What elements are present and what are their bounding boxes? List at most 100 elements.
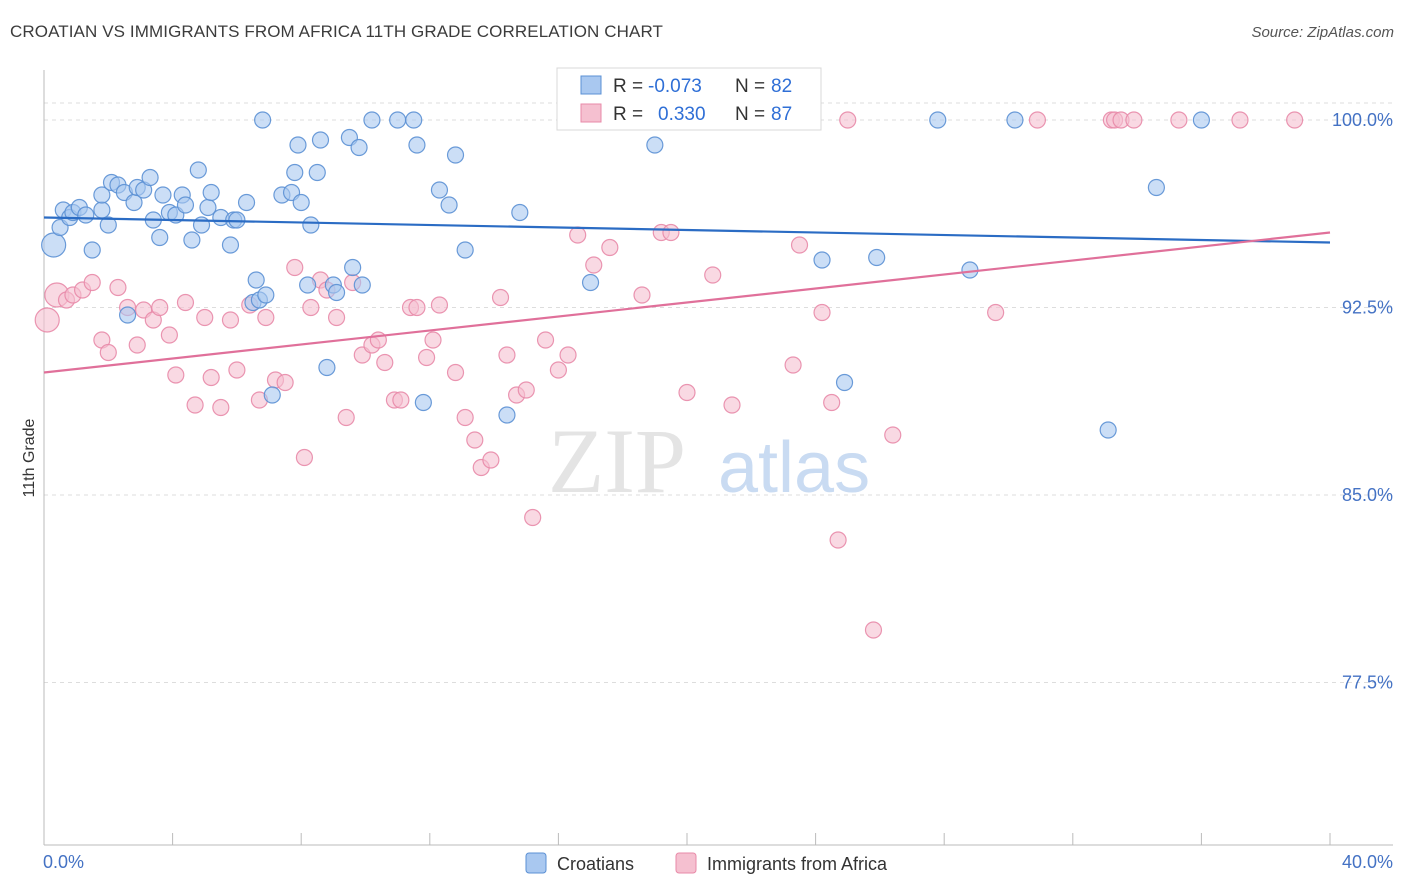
legend-r-value-africa: 0.330 [658, 104, 706, 125]
correlation-legend: R = -0.073 N = 82 R = 0.330 N = 87 [556, 67, 822, 131]
africa-point [601, 238, 619, 257]
croatian-point [405, 111, 423, 129]
x-tick-label-min: 0.0% [43, 852, 84, 872]
croatian-point [247, 271, 265, 289]
africa-point [569, 226, 587, 244]
africa-point [327, 308, 346, 327]
legend-swatch-africa [580, 103, 602, 123]
croatian-point [176, 196, 195, 214]
africa-point [202, 368, 220, 387]
legend-n-value-croatians: 82 [771, 76, 792, 97]
croatian-point [151, 228, 169, 247]
africa-point [790, 236, 809, 254]
croatian-point [292, 193, 310, 212]
africa-point [839, 111, 857, 129]
croatian-point [299, 276, 317, 294]
africa-point [337, 408, 355, 427]
croatian-point [77, 206, 95, 224]
croatian-point [430, 181, 449, 199]
africa-point [633, 286, 651, 304]
croatian-point [446, 146, 465, 164]
croatian-point [254, 111, 272, 129]
africa-point [456, 408, 474, 427]
croatian-point [344, 258, 362, 277]
croatian-point [1006, 111, 1024, 129]
x-ticks-layer [43, 833, 1331, 845]
africa-point [212, 398, 230, 417]
croatian-point [868, 248, 886, 267]
croatian-point [498, 406, 516, 424]
africa-point [482, 451, 500, 469]
ylabel-layer: 77.5% 85.0% 92.5% 100.0% [1332, 110, 1393, 693]
africa-point [466, 431, 484, 449]
africa-point [491, 288, 510, 307]
africa-point [109, 278, 127, 297]
africa-point [517, 381, 535, 399]
africa-point [83, 273, 101, 292]
y-tick-label: 77.5% [1342, 673, 1393, 693]
croatian-point [118, 306, 137, 324]
points-layer [34, 111, 1304, 639]
africa-point [276, 373, 294, 392]
legend-n-label-africa: N = [735, 104, 765, 125]
croatian-point [154, 186, 172, 204]
croatian-point [93, 186, 111, 204]
africa-point [585, 256, 603, 274]
croatian-point [363, 111, 381, 129]
croatian-point [389, 111, 407, 129]
croatian-point [511, 203, 529, 222]
trend-layer [43, 216, 1331, 374]
croatian-point [93, 201, 111, 219]
africa-point [186, 396, 204, 414]
africa-point [392, 391, 410, 409]
africa-point [704, 266, 722, 284]
africa-point [446, 363, 465, 382]
croatian-point [308, 163, 326, 182]
croatian-point [257, 286, 275, 304]
y-tick-label: 85.0% [1342, 485, 1393, 505]
croatian-point [813, 251, 831, 269]
croatians-trend-line [43, 216, 1331, 244]
africa-point [549, 361, 568, 379]
croatian-point [311, 131, 330, 149]
legend-swatch-croatians [580, 75, 602, 95]
africa-point [1170, 111, 1188, 129]
croatian-point [141, 168, 159, 187]
croatian-point [1147, 178, 1165, 197]
croatian-point [353, 276, 371, 294]
africa-point [151, 298, 169, 317]
chart-source: Source: ZipAtlas.com [1251, 24, 1394, 41]
croatian-point [327, 283, 346, 302]
africa-point [864, 621, 883, 639]
africa-point [99, 343, 117, 362]
bottom-legend-swatch-croatians [525, 852, 547, 874]
africa-point [221, 311, 240, 329]
africa-point [1125, 111, 1143, 129]
africa-point [376, 353, 394, 372]
croatian-point [1192, 111, 1211, 129]
bottom-legend-swatch-africa [675, 852, 697, 874]
croatian-point [318, 358, 336, 377]
watermark-atlas: atlas [718, 428, 870, 508]
croatian-point [183, 231, 201, 249]
africa-point [678, 383, 696, 402]
africa-point [34, 307, 60, 333]
africa-point [176, 293, 195, 312]
croatian-point [408, 136, 426, 154]
croatian-point [1099, 421, 1117, 439]
africa-point [784, 356, 802, 374]
series-legend: Croatians Immigrants from Africa [525, 852, 888, 874]
africa-point [536, 331, 555, 349]
africa-point [723, 396, 741, 414]
africa-point [167, 366, 185, 384]
croatian-point [286, 163, 304, 182]
africa-point [829, 531, 847, 549]
africa-point [813, 303, 831, 322]
x-tick-label-max: 40.0% [1342, 852, 1393, 872]
africa-point [559, 346, 577, 364]
croatian-point [302, 216, 320, 234]
africa-point [524, 508, 542, 527]
bottom-legend-label-croatians: Croatians [557, 854, 634, 874]
croatian-point [456, 241, 474, 259]
